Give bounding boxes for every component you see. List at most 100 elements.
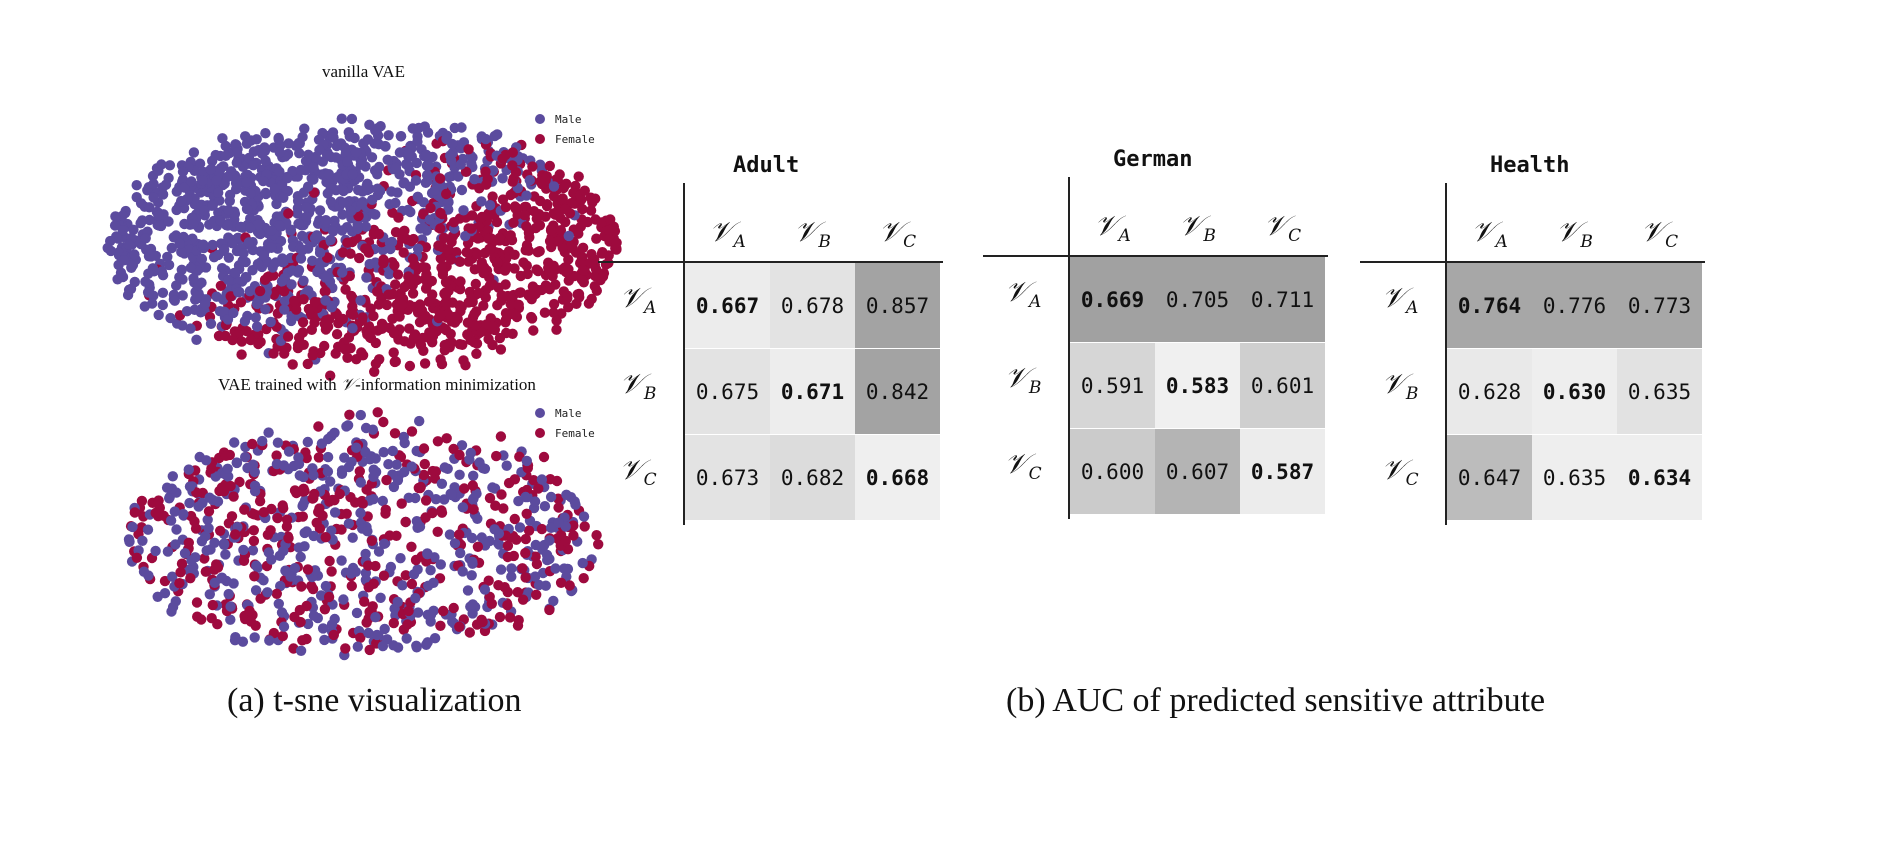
female-point [577,203,588,215]
male-point [466,532,478,544]
female-marker [535,428,545,438]
male-point [295,164,307,176]
male-point [347,169,358,180]
female-point [568,530,579,541]
male-point [189,304,200,315]
male-point [319,634,330,646]
female-point [411,274,423,286]
female-point [585,192,596,203]
male-point [489,524,500,535]
legend-item-male: Male [535,403,595,423]
male-marker [535,408,545,418]
male-point [361,272,372,283]
male-point [524,175,535,186]
female-point [309,488,320,500]
male-point [251,321,263,332]
male-point [229,267,241,278]
male-point [123,239,135,250]
female-point [206,463,217,474]
male-point [311,230,323,241]
male-point [164,160,176,171]
female-point [440,287,451,298]
male-point [418,222,429,234]
female-point [448,217,460,228]
female-point [373,228,385,240]
female-point [512,587,523,598]
female-point [499,582,510,593]
male-point [314,205,326,216]
male-point [167,571,178,582]
female-point [236,349,247,360]
auc-cell: 0.667 [685,263,770,348]
female-point [136,495,148,507]
v-subscript: A [1029,292,1042,312]
v-symbol: 𝒱 [1556,215,1580,248]
female-point [583,298,595,309]
female-point [378,257,389,269]
male-point [494,539,505,550]
male-point [377,495,388,507]
female-point [479,625,491,637]
female-point [455,276,466,287]
male-point [383,459,394,470]
male-point [223,274,234,286]
female-point [215,525,226,536]
female-point [356,347,367,358]
column-header: 𝒱C [1617,215,1702,252]
male-point [340,148,351,159]
row-header: 𝒱B [608,367,668,404]
female-point [244,605,255,617]
male-point [193,501,204,512]
female-point [427,507,438,519]
female-point [563,264,574,275]
female-point [492,257,503,268]
female-point [302,564,314,575]
v-symbol: 𝒱 [1004,275,1029,308]
male-point [338,594,349,605]
male-point [241,203,253,215]
column-header: 𝒱A [685,215,770,252]
female-point [596,217,607,228]
column-header: 𝒱A [1447,215,1532,252]
male-point [210,149,221,161]
male-point [471,488,482,499]
male-point [123,534,135,545]
male-point [198,239,209,250]
female-point [526,313,538,324]
legend-item-female: Female [535,129,595,149]
female-point [512,620,524,631]
male-point [347,532,358,543]
male-point [183,464,194,475]
female-point [483,575,494,586]
male-point [229,635,241,646]
male-point [222,463,233,474]
female-point [336,524,347,535]
female-point [505,189,516,201]
male-point [244,222,256,234]
female-point [495,344,507,355]
male-point [570,499,581,510]
male-point [521,190,532,201]
female-point [471,348,482,359]
female-point [283,533,294,544]
v-symbol: 𝒱 [1094,209,1118,242]
male-point [189,193,200,204]
female-point [555,225,567,236]
male-point [399,466,410,478]
v-symbol: 𝒱 [1381,453,1405,486]
male-point [397,580,408,591]
female-point [472,233,483,244]
male-point [160,179,172,190]
female-point [254,496,266,507]
female-point [487,191,498,202]
male-point [223,204,234,216]
female-point [175,567,186,578]
female-point [500,279,511,290]
female-point [337,313,348,325]
male-point [294,470,305,481]
male-point [521,455,532,467]
female-point [342,352,353,363]
male-point [361,181,372,192]
female-point [388,328,400,339]
male-point [336,465,348,476]
